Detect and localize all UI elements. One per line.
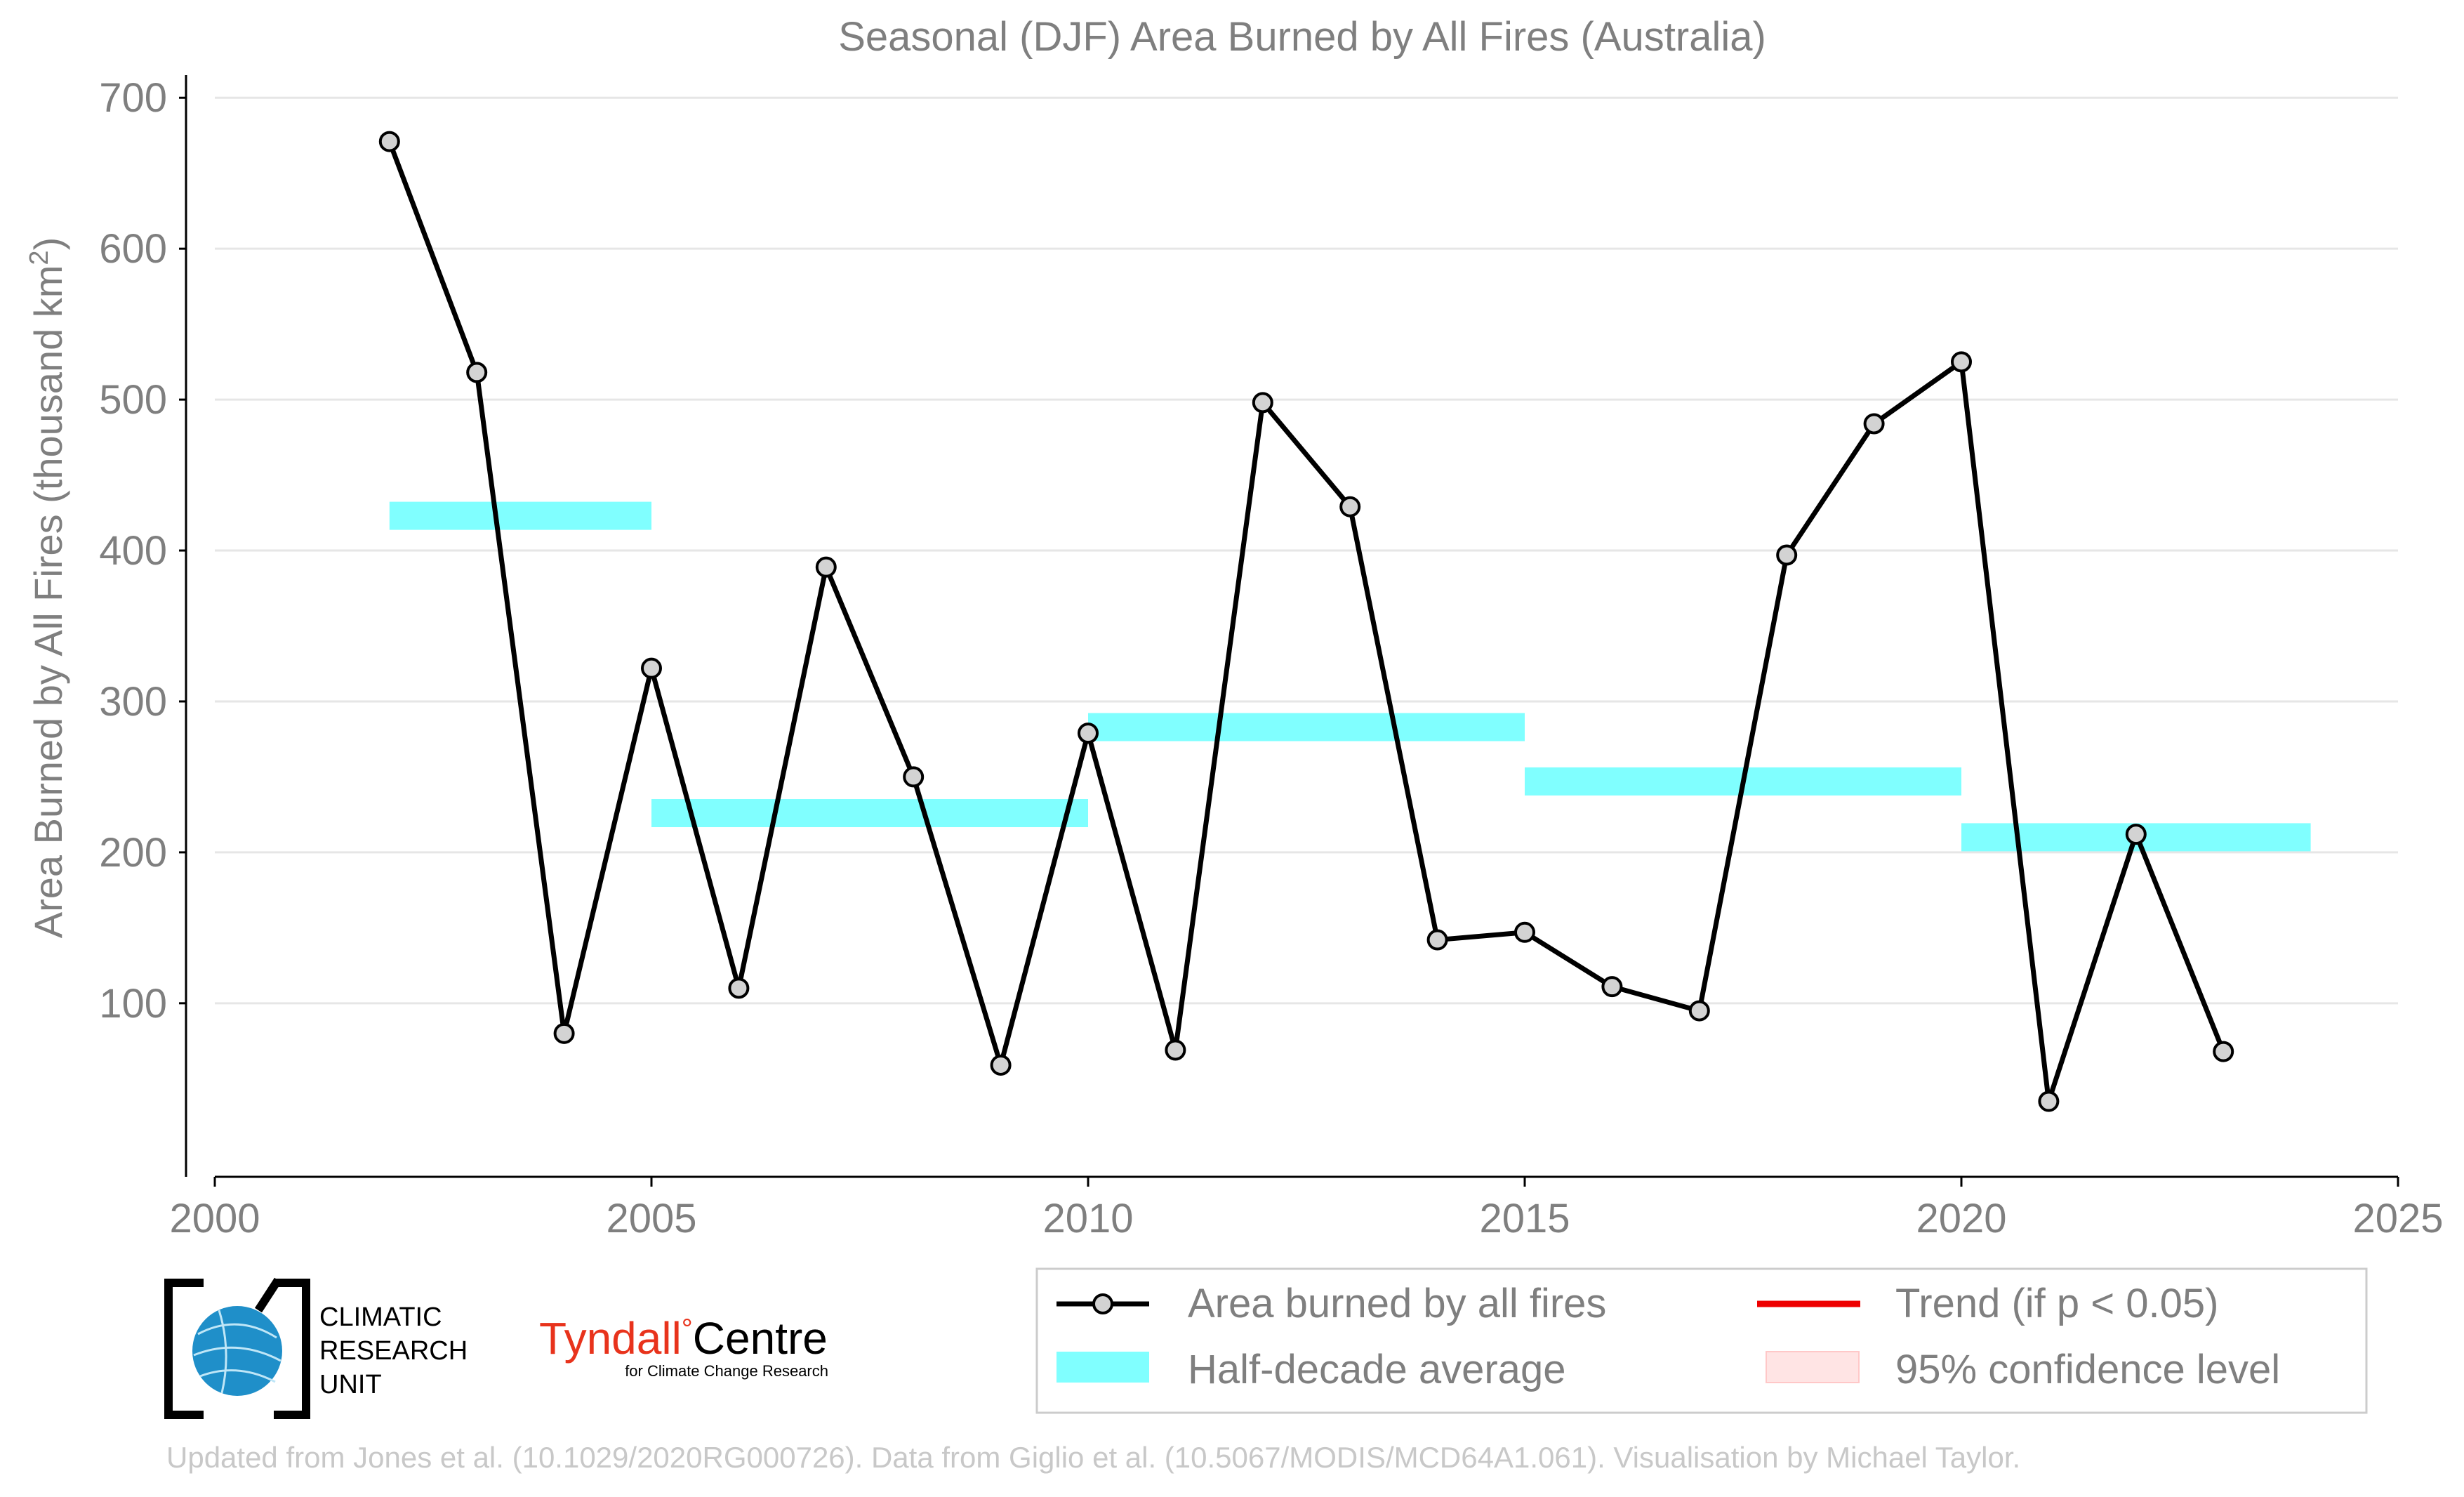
series-line: [387, 140, 2226, 1104]
data-point-2008: [903, 766, 925, 788]
half-decade-bar-0: [389, 501, 651, 530]
data-point-2007: [815, 556, 837, 578]
data-point-2013: [1339, 496, 1361, 517]
data-point-2015: [1514, 921, 1535, 943]
legend-confidence-swatch: [1766, 1351, 1860, 1383]
footer-credit: Updated from Jones et al. (10.1029/2020R…: [166, 1441, 2020, 1474]
data-point-2002: [378, 131, 400, 152]
y-tick-label-600: 600: [99, 226, 167, 272]
y-tick-label-500: 500: [99, 377, 167, 423]
y-tick-label-400: 400: [99, 528, 167, 574]
tyndall-logo-sub: for Climate Change Research: [625, 1362, 828, 1380]
y-axis-label-superscript: 2: [25, 250, 54, 265]
x-tick-label-2015: 2015: [1479, 1196, 1570, 1241]
legend: Area burned by all fires Trend (if p < 0…: [1035, 1267, 2368, 1414]
half-decade-bar-2: [1088, 713, 1525, 741]
tyndall-logo-name: Tyndall°Centre: [539, 1313, 828, 1364]
y-tick-label-300: 300: [99, 679, 167, 725]
legend-label-area-burned: Area burned by all fires: [1188, 1281, 1606, 1326]
tyndall-logo-degree: °: [682, 1314, 693, 1345]
data-point-2017: [1688, 1000, 1710, 1022]
data-point-2003: [466, 362, 488, 383]
data-point-2009: [990, 1054, 1012, 1076]
y-axis-label-suffix: ): [26, 237, 70, 251]
data-point-2018: [1776, 544, 1798, 566]
cru-logo: CLIMATIC RESEARCH UNIT: [164, 1277, 468, 1419]
y-tick-labels: 100 200 300 400 500 600 700: [99, 75, 167, 1027]
data-point-2012: [1252, 392, 1273, 414]
tyndall-logo-centre: Centre: [693, 1313, 828, 1364]
series-polyline: [387, 140, 2226, 1104]
data-point-2014: [1426, 929, 1448, 951]
globe-icon-lines: [193, 1310, 281, 1394]
half-decade-bar-1: [651, 799, 1088, 828]
x-tick-labels: 2000 2005 2010 2015 2020 2025: [169, 1177, 2444, 1241]
series-markers: [378, 131, 2234, 1112]
x-tick-label-2000: 2000: [169, 1196, 260, 1241]
data-point-2019: [1863, 413, 1885, 435]
data-point-2016: [1601, 976, 1623, 998]
data-point-2011: [1165, 1039, 1186, 1061]
data-point-2006: [728, 977, 750, 999]
legend-label-half-decade: Half-decade average: [1188, 1347, 1565, 1392]
data-point-2021: [2038, 1090, 2060, 1112]
cru-logo-line3: UNIT: [319, 1370, 382, 1399]
y-tick-label-700: 700: [99, 75, 167, 121]
half-decade-averages: [389, 501, 2311, 852]
data-point-2004: [553, 1022, 575, 1044]
legend-box: [1035, 1267, 2368, 1414]
data-point-2022: [2125, 824, 2147, 845]
legend-series-marker-swatch: [1092, 1293, 1113, 1314]
y-tick-label-100: 100: [99, 981, 167, 1027]
legend-label-confidence: 95% confidence level: [1895, 1347, 2280, 1392]
cru-logo-line1: CLIMATIC: [319, 1303, 442, 1332]
y-axis-label-main: Area Burned by All Fires (thousand km: [26, 265, 70, 939]
x-tick-label-2010: 2010: [1042, 1196, 1133, 1241]
data-point-2023: [2213, 1041, 2234, 1062]
chart-title: Seasonal (DJF) Area Burned by All Fires …: [838, 14, 1766, 60]
legend-label-trend: Trend (if p < 0.05): [1895, 1281, 2218, 1326]
x-tick-label-2025: 2025: [2352, 1196, 2443, 1241]
legend-half-decade-swatch: [1057, 1352, 1149, 1383]
tyndall-logo-word: Tyndall: [539, 1313, 682, 1364]
x-tick-label-2005: 2005: [606, 1196, 696, 1241]
axes: [185, 75, 2398, 1178]
y-axis-label: Area Burned by All Fires (thousand km2): [25, 237, 70, 938]
data-point-2020: [1951, 351, 1972, 373]
x-tick-label-2020: 2020: [1916, 1196, 2006, 1241]
data-point-2005: [641, 657, 662, 679]
cru-logo-bracket-right: [274, 1279, 310, 1419]
cru-logo-bracket-left: [164, 1279, 204, 1419]
y-tick-label-200: 200: [99, 830, 167, 876]
data-point-2010: [1078, 723, 1099, 744]
cru-logo-slash: [254, 1277, 282, 1313]
tyndall-logo: Tyndall°Centre for Climate Change Resear…: [539, 1313, 828, 1380]
gridlines: [179, 96, 2398, 1005]
cru-logo-line2: RESEARCH: [319, 1336, 468, 1366]
